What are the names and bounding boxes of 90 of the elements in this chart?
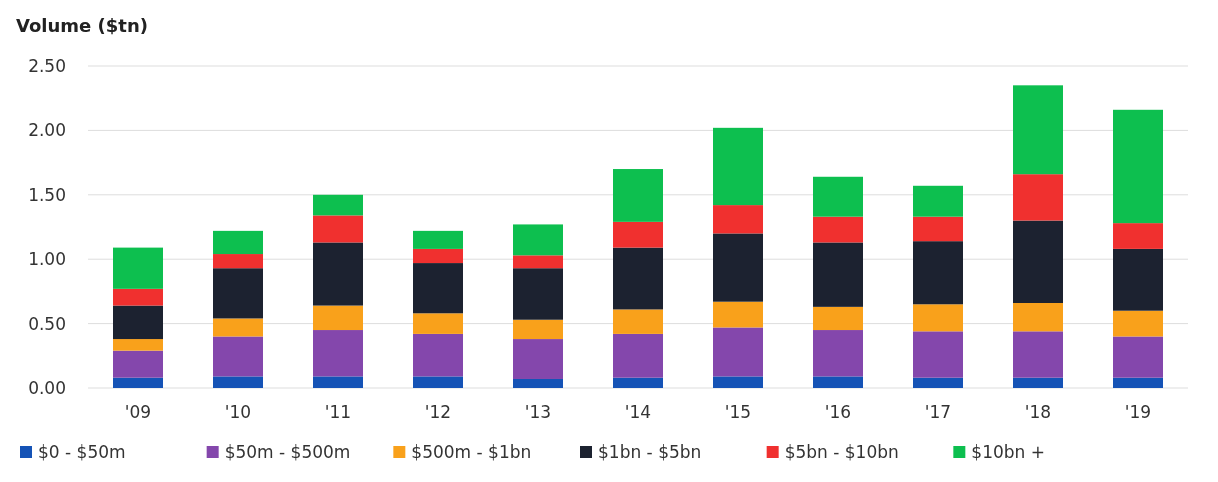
bar (313, 242, 363, 306)
x-tick-label: '18 (1024, 402, 1052, 422)
bar (213, 230, 263, 255)
bar (713, 301, 763, 328)
bar (1113, 248, 1163, 311)
bar (313, 194, 363, 216)
bar (913, 185, 963, 217)
y-tick-label: 0.50 (28, 313, 66, 334)
bar (113, 305, 163, 340)
bar (1113, 377, 1163, 388)
bar (213, 318, 263, 337)
x-tick-label: '11 (324, 402, 352, 422)
y-tick-label: 1.50 (28, 184, 66, 205)
bar (813, 242, 863, 307)
bar (213, 268, 263, 319)
y-tick-label: 1.00 (28, 249, 66, 270)
bar (413, 333, 463, 377)
bar (713, 233, 763, 302)
bar (513, 255, 563, 269)
bar (813, 306, 863, 331)
legend-label: $500m - $1bn (411, 442, 532, 462)
bar (813, 176, 863, 217)
x-tick-label: '16 (824, 402, 852, 422)
x-tick-label: '13 (524, 402, 552, 422)
bar (1013, 85, 1063, 175)
legend-label: $5bn - $10bn (784, 442, 899, 462)
bar (313, 330, 363, 377)
bar (713, 127, 763, 206)
bar (513, 268, 563, 320)
bar (913, 304, 963, 332)
bar (1013, 377, 1063, 388)
bar (713, 205, 763, 234)
x-tick-label: '09 (124, 402, 152, 422)
x-tick-label: '17 (924, 402, 952, 422)
bar (913, 216, 963, 242)
legend-label: $1bn - $5bn (598, 442, 702, 462)
bar (413, 263, 463, 314)
bar (413, 230, 463, 249)
bar (613, 377, 663, 388)
y-axis-title: Volume ($tn) (16, 15, 148, 36)
bar (713, 327, 763, 377)
bar (613, 309, 663, 334)
bar (313, 305, 363, 331)
bar (113, 339, 163, 351)
bar (1013, 302, 1063, 332)
legend-label: $10bn + (971, 442, 1046, 462)
bar (213, 376, 263, 388)
bar (313, 215, 363, 243)
bar (613, 333, 663, 378)
y-tick-label: 0.00 (28, 377, 66, 398)
x-tick-label: '14 (624, 402, 652, 422)
bar (513, 378, 563, 388)
bar (113, 350, 163, 378)
bar (613, 169, 663, 222)
x-tick-label: '19 (1124, 402, 1152, 422)
bar (1113, 336, 1163, 378)
bar (513, 319, 563, 340)
bar (313, 376, 363, 388)
bar (513, 224, 563, 256)
bar (1113, 223, 1163, 249)
legend-label: $50m - $500m (224, 442, 351, 462)
y-tick-label: 2.50 (28, 55, 66, 76)
bar (613, 247, 663, 310)
bar (113, 288, 163, 306)
bar (1113, 310, 1163, 337)
bar (813, 376, 863, 388)
x-tick-label: '12 (424, 402, 452, 422)
bar (813, 330, 863, 377)
bar (813, 216, 863, 243)
bar (613, 221, 663, 248)
bar (113, 247, 163, 289)
bar (513, 339, 563, 379)
bar (413, 376, 463, 388)
legend-label: $0 - $50m (38, 442, 126, 462)
bar (1013, 331, 1063, 378)
y-tick-label: 2.00 (28, 120, 66, 141)
bar (1113, 109, 1163, 224)
x-tick-label: '10 (224, 402, 252, 422)
bar (113, 377, 163, 388)
bar (213, 254, 263, 269)
bar (213, 336, 263, 377)
bar (1013, 174, 1063, 221)
bar (913, 331, 963, 378)
bar (913, 241, 963, 305)
bar (913, 377, 963, 388)
bar (413, 313, 463, 334)
bar (1013, 220, 1063, 303)
bar (713, 376, 763, 388)
x-tick-label: '15 (724, 402, 752, 422)
bar (413, 248, 463, 264)
